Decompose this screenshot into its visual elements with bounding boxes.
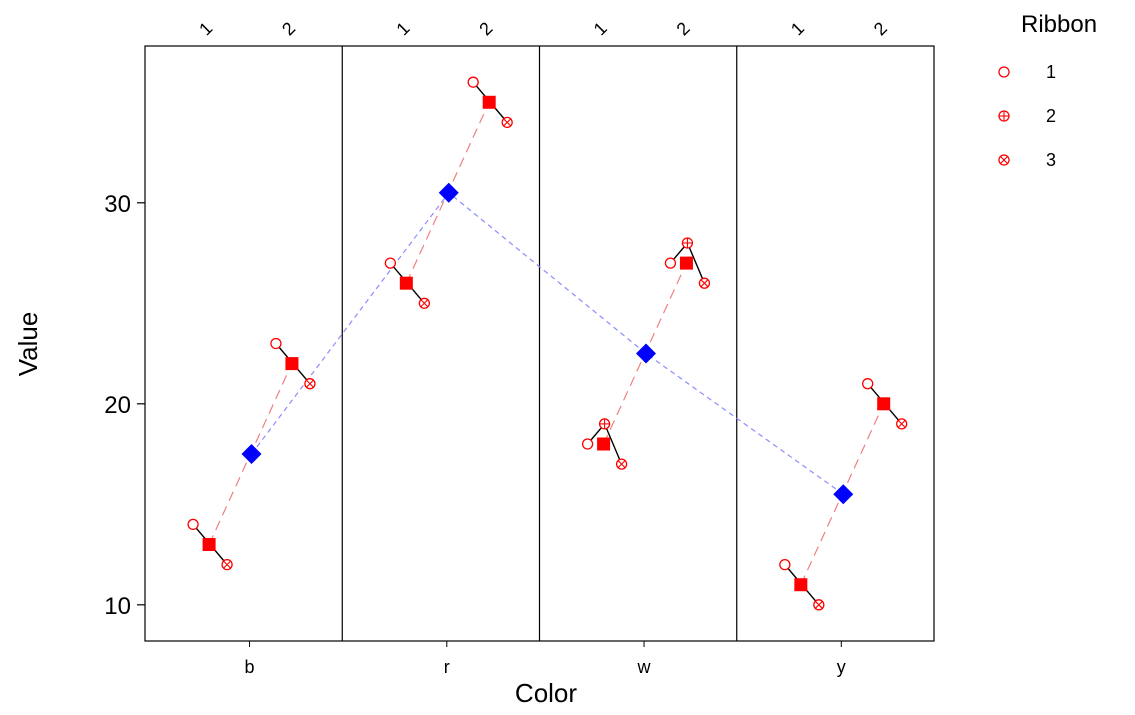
point-circle (384, 257, 396, 269)
lines-layer (192, 81, 903, 606)
point-x-b (897, 420, 906, 428)
data-point (681, 237, 694, 249)
x-tick-label: r (444, 657, 450, 677)
point-x-b (223, 560, 231, 569)
color-mean-diamond (438, 182, 459, 203)
data-point (270, 337, 282, 350)
top-subtick-label: 1 (787, 18, 808, 39)
point-x-b (503, 118, 512, 127)
top-subtick-label: 2 (870, 18, 891, 39)
y-tick-label: 10 (104, 593, 131, 620)
data-point (187, 518, 199, 531)
points-layer (187, 76, 908, 611)
legend-label: 3 (1046, 150, 1056, 170)
point-circle (779, 558, 791, 571)
x-axis-title: Color (515, 678, 577, 708)
data-point (779, 558, 791, 571)
point-circle (664, 257, 677, 269)
slot-mean-square (794, 578, 808, 592)
color-mean-diamond (833, 484, 854, 505)
y-tick-label: 30 (104, 191, 131, 218)
top-subtick-label: 1 (590, 18, 611, 39)
legend-symbol (998, 110, 1010, 122)
data-point (304, 378, 316, 390)
point-x-b (420, 299, 429, 308)
legend-symbol (998, 154, 1010, 166)
legend: Ribbon 1 2 3 (998, 11, 1097, 170)
point-circle (581, 438, 594, 450)
top-subtick-label: 1 (195, 18, 216, 39)
color-mean-diamond (241, 444, 262, 465)
legend-symbol (998, 66, 1010, 78)
data-point (221, 558, 233, 571)
data-point (862, 378, 874, 390)
point-circle (862, 378, 874, 390)
top-subtick-label: 1 (392, 18, 413, 39)
slot-mean-square (285, 357, 299, 371)
data-point (664, 257, 677, 269)
data-point (384, 257, 396, 269)
legend-label: 2 (1046, 106, 1056, 126)
y-axis-title: Value (13, 312, 43, 377)
data-point (467, 76, 479, 88)
legend-label: 1 (1046, 62, 1056, 82)
point-circle (270, 337, 282, 350)
slot-mean-square (399, 276, 413, 290)
x-tick-label: w (637, 657, 652, 677)
axes-layer: b 1 2 r 1 2 w 1 2 y 1 2 10 20 30 (104, 18, 891, 677)
data-point (598, 418, 611, 430)
point-x-b (1000, 156, 1008, 164)
slot-mean-square (679, 256, 693, 270)
y-tick-label: 20 (104, 392, 131, 419)
top-subtick-label: 2 (278, 18, 299, 39)
point-x-b (306, 379, 314, 388)
data-point (615, 458, 628, 470)
top-subtick-label: 2 (673, 18, 694, 39)
x-tick-label: y (837, 657, 846, 677)
point-x-b (617, 460, 626, 468)
point-circle (187, 518, 199, 531)
slot-mean-square (597, 437, 611, 451)
slot-mean-square (202, 538, 216, 552)
data-point (581, 438, 594, 450)
data-point (418, 297, 430, 309)
point-x-b (700, 279, 709, 288)
point-circle (467, 76, 479, 88)
data-point (698, 277, 711, 289)
color-mean-line (251, 191, 844, 495)
data-point (813, 599, 825, 611)
legend-title: Ribbon (1021, 11, 1097, 38)
point-circle (998, 66, 1010, 78)
color-mean-diamond (636, 343, 657, 364)
panels-layer (144, 45, 935, 642)
data-point (896, 418, 908, 430)
top-subtick-label: 2 (475, 18, 496, 39)
slot-mean-square (482, 95, 496, 109)
point-x-b (814, 600, 823, 609)
data-point (501, 116, 513, 129)
slot-mean-square (877, 397, 891, 411)
x-tick-label: b (245, 657, 255, 677)
